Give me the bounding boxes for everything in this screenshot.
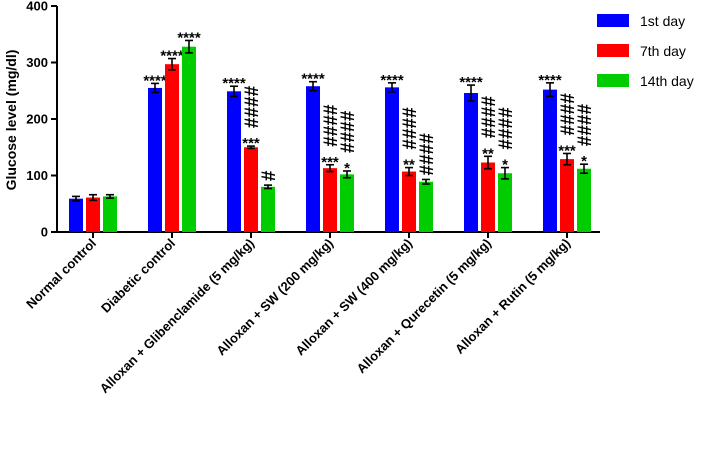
bar xyxy=(306,86,320,232)
y-tick-label: 0 xyxy=(41,225,48,240)
bar xyxy=(481,162,495,232)
y-axis-title: Glucose level (mg/dl) xyxy=(3,50,19,191)
significance-hash: #### xyxy=(338,110,359,153)
category-label: Alloxan + Qurecetin (5 mg/kg) xyxy=(354,236,495,377)
category-label: Alloxan + Glibenclamide (5 mg/kg) xyxy=(97,236,258,397)
bar xyxy=(560,159,574,232)
significance-star: ** xyxy=(403,157,415,174)
significance-star: **** xyxy=(301,71,325,88)
legend-label: 7th day xyxy=(640,43,686,59)
category-label: Diabetic control xyxy=(98,236,178,316)
significance-star: **** xyxy=(160,48,184,65)
significance-star: *** xyxy=(242,135,260,152)
bar xyxy=(86,197,100,232)
significance-hash: #### xyxy=(496,107,517,150)
bar xyxy=(244,147,258,232)
significance-hash: #### xyxy=(479,96,500,139)
legend: 1st day 7th day 14th day xyxy=(597,13,694,89)
significance-hash: # xyxy=(259,170,280,181)
y-tick-label: 100 xyxy=(26,168,48,183)
legend-label: 1st day xyxy=(640,13,685,29)
bar xyxy=(577,168,591,232)
significance-star: * xyxy=(344,160,350,177)
significance-star: **** xyxy=(380,72,404,89)
bar xyxy=(323,168,337,232)
bar xyxy=(103,196,117,232)
significance-hash: #### xyxy=(242,85,263,128)
legend-swatch xyxy=(597,44,629,57)
bar xyxy=(543,89,557,233)
y-tick-label: 400 xyxy=(26,0,48,14)
legend-label: 14th day xyxy=(640,73,694,89)
significance-star: * xyxy=(502,157,508,174)
bar xyxy=(385,87,399,232)
significance-star: **** xyxy=(177,29,201,46)
bar xyxy=(148,87,162,232)
bar xyxy=(402,171,416,232)
bar xyxy=(182,46,196,233)
legend-swatch xyxy=(597,74,629,87)
significance-hash: #### xyxy=(417,133,438,176)
significance-hash: #### xyxy=(558,93,579,136)
bar xyxy=(261,186,275,232)
bar xyxy=(340,174,354,232)
bar xyxy=(227,91,241,232)
y-tick-label: 200 xyxy=(26,112,48,127)
significance-star: **** xyxy=(222,75,246,92)
bar xyxy=(464,93,478,232)
legend-swatch xyxy=(597,14,629,27)
significance-star: ** xyxy=(482,145,494,162)
bar xyxy=(69,198,83,232)
bar xyxy=(498,173,512,232)
significance-star: *** xyxy=(321,154,339,171)
bar xyxy=(165,64,179,232)
significance-star: **** xyxy=(143,72,167,89)
significance-star: **** xyxy=(538,72,562,89)
category-label: Normal control xyxy=(23,236,99,312)
significance-star: * xyxy=(581,153,587,170)
significance-hash: #### xyxy=(321,104,342,147)
significance-hash: #### xyxy=(575,103,596,146)
bar xyxy=(419,181,433,232)
y-tick-label: 300 xyxy=(26,55,48,70)
significance-star: *** xyxy=(558,142,576,159)
significance-hash: #### xyxy=(400,107,421,150)
significance-star: **** xyxy=(459,74,483,91)
